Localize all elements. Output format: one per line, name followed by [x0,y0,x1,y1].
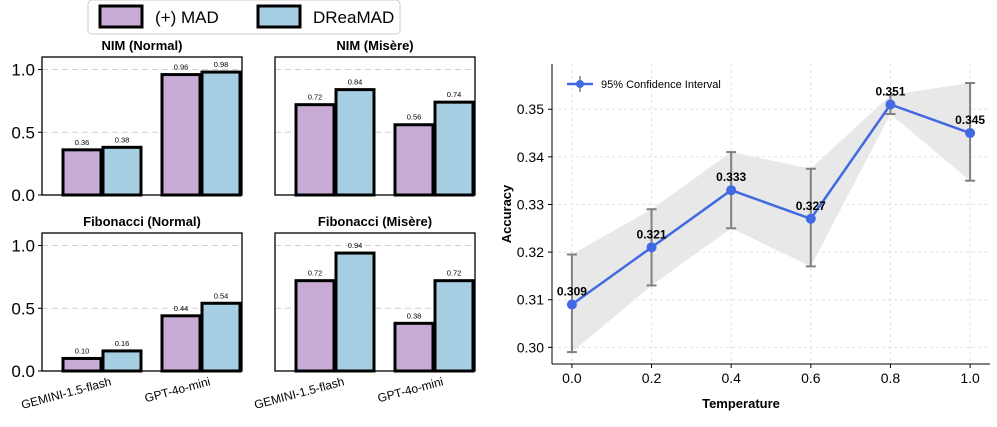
legend-label-dreamad: DReaMAD [313,8,394,27]
y-tick-label: 0.35 [517,101,544,117]
legend-label-mad: (+) MAD [155,8,219,27]
bar-value-label: 0.84 [348,78,363,87]
point-value-label: 0.345 [955,113,985,127]
x-tick-label: 0.0 [562,370,582,386]
ci-legend-label: 95% Confidence Interval [601,79,721,91]
accuracy-line [571,102,971,306]
bar-legend: (+) MAD DReaMAD [87,0,401,35]
bar-value-label: 0.54 [214,291,229,300]
line-panel: 0.309 0.321 0.333 0.327 0.351 0.345 0.30 0.31 0.… [499,64,990,411]
x-tick-label: 0.4 [721,370,741,386]
y-tick-label: 1.0 [11,61,35,80]
bar-panels: NIM (Normal)0.360.960.380.980.00.51.0NIM… [11,38,476,412]
data-point-3 [805,213,816,224]
axes-frame [274,232,476,372]
bar-value-label: 0.36 [75,138,90,147]
bar-mad-0 [61,148,103,197]
point-value-label: 0.327 [796,199,826,213]
bar-value-label: 0.72 [447,269,462,278]
panel-title: Fibonacci (Normal) [83,214,201,229]
x-tick-label: GPT-4o-mini [376,374,445,405]
legend-swatch-mad [98,4,144,29]
x-tick-label: 0.8 [881,370,901,386]
bar-chart-2: Fibonacci (Normal) 0.10 0.44 0.16 0.54 0.0 0.5… [11,214,243,412]
y-tick-label: 0.5 [11,123,35,142]
axes-frame [41,232,243,372]
point-value-label: 0.351 [875,84,905,98]
x-tick-label: GPT-4o-mini [143,374,212,405]
bar-mad-1 [393,321,435,373]
panel-title: NIM (Misère) [336,38,413,53]
axes-frame [274,56,476,196]
y-tick-label: 0.5 [11,299,35,318]
y-tick-label: 0.33 [517,196,544,212]
bar-value-label: 0.96 [174,63,189,72]
panel-title: NIM (Normal) [102,38,183,53]
data-point-5 [965,128,976,139]
data-point-0 [566,299,577,310]
bar-value-label: 0.72 [308,269,323,278]
y-tick-label: 0.32 [517,244,544,260]
bar-value-label: 0.38 [115,135,130,144]
bar-mad-0 [294,103,336,197]
bar-mad-0 [61,356,103,373]
bar-mad-1 [393,123,435,197]
ci-legend-marker [576,80,584,88]
bar-dreamad-1 [200,70,242,197]
bar-dreamad-1 [433,100,475,197]
x-axis-label: Temperature [702,396,780,411]
bar-dreamad-1 [200,301,242,373]
bar-value-label: 0.56 [407,113,422,122]
bar-mad-0 [294,279,336,373]
data-point-2 [726,185,737,196]
bar-dreamad-0 [101,349,143,373]
axes-frame [41,56,243,196]
y-tick-label: 0.31 [517,292,544,308]
y-tick-label: 0.34 [517,149,544,165]
legend-frame [87,0,401,35]
legend-swatch-dreamad [256,4,302,29]
bar-mad-1 [160,314,202,373]
panel-title: Fibonacci (Misère) [318,214,432,229]
point-value-label: 0.321 [637,227,667,241]
bar-dreamad-0 [334,88,376,197]
x-tick-label: GEMINI-1.5-flash [253,374,346,412]
bar-value-label: 0.74 [447,90,462,99]
bar-chart-1: NIM (Misère) 0.72 0.56 0.84 0.74 [274,38,476,197]
bar-dreamad-1 [433,279,475,373]
bar-value-label: 0.98 [214,60,229,69]
confidence-band [571,83,971,353]
bar-dreamad-0 [334,251,376,373]
x-tick-label: 0.6 [801,370,821,386]
bar-value-label: 0.10 [75,346,90,355]
y-tick-label: 0.0 [11,362,35,381]
point-value-label: 0.309 [557,284,587,298]
bar-dreamad-0 [101,145,143,197]
bar-mad-1 [160,73,202,197]
bar-value-label: 0.44 [174,304,189,313]
bar-chart-0: NIM (Normal) 0.36 0.96 0.38 0.98 0.0 0.5 1.0 [11,38,243,205]
x-tick-label: 0.2 [642,370,662,386]
y-tick-label: 0.30 [517,339,544,355]
bar-value-label: 0.72 [308,93,323,102]
x-tick-label: 1.0 [960,370,980,386]
data-point-1 [646,242,657,253]
y-tick-label: 0.0 [11,186,35,205]
bar-value-label: 0.94 [348,241,363,250]
y-tick-label: 1.0 [11,237,35,256]
data-point-4 [885,99,896,110]
bar-value-label: 0.38 [407,311,422,320]
bar-value-label: 0.16 [115,339,130,348]
bar-chart-3: Fibonacci (Misère) 0.72 0.38 0.94 0.72 GEMINI… [253,214,476,412]
point-value-label: 0.333 [716,170,746,184]
y-axis-label: Accuracy [499,184,514,243]
